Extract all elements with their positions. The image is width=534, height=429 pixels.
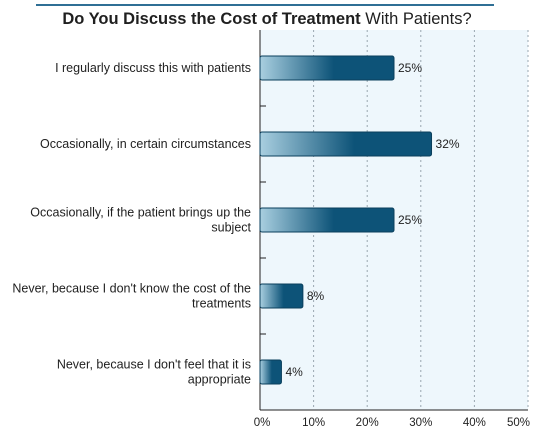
chart-title: Do You Discuss the Cost of Treatment Wit… bbox=[0, 8, 534, 30]
bar bbox=[259, 359, 282, 385]
x-tick-label: 30% bbox=[409, 417, 432, 429]
category-label-line: Occasionally, in certain circumstances bbox=[40, 137, 251, 151]
chart-title-rest: With Patients? bbox=[360, 10, 472, 28]
data-label: 8% bbox=[307, 289, 325, 303]
category-label-line: I regularly discuss this with patients bbox=[55, 61, 251, 75]
category-label-line: subject bbox=[211, 221, 251, 235]
bar bbox=[259, 131, 433, 157]
chart-title-bold: Do You Discuss the Cost of Treatment bbox=[62, 10, 361, 28]
category-label: Never, because I don't feel that it is ap… bbox=[57, 358, 251, 387]
x-tick-label: 0% bbox=[254, 417, 271, 429]
bar bbox=[259, 55, 395, 81]
data-label: 4% bbox=[285, 365, 303, 379]
category-label-line: Occasionally, if the patient brings up t… bbox=[30, 206, 251, 220]
category-label: Never, because I don't know the cost of … bbox=[12, 282, 251, 311]
data-label: 32% bbox=[436, 137, 460, 151]
category-label-line: Never, because I don't feel that it is bbox=[57, 358, 251, 372]
category-label-line: appropriate bbox=[188, 373, 251, 387]
bar bbox=[259, 207, 395, 233]
x-tick-label: 20% bbox=[356, 417, 379, 429]
category-label: Occasionally, if the patient brings up t… bbox=[30, 206, 251, 235]
category-label: Occasionally, in certain circumstances bbox=[40, 137, 251, 151]
category-label-line: treatments bbox=[192, 297, 251, 311]
category-label-line: Never, because I don't know the cost of … bbox=[12, 282, 251, 296]
category-label: I regularly discuss this with patients bbox=[55, 61, 251, 75]
x-tick-label: 10% bbox=[302, 417, 325, 429]
x-tick-label: 40% bbox=[463, 417, 486, 429]
data-label: 25% bbox=[398, 213, 422, 227]
title-rule bbox=[36, 4, 494, 6]
data-label: 25% bbox=[398, 61, 422, 75]
x-tick-label: 50% bbox=[507, 417, 530, 429]
bar bbox=[259, 283, 304, 309]
